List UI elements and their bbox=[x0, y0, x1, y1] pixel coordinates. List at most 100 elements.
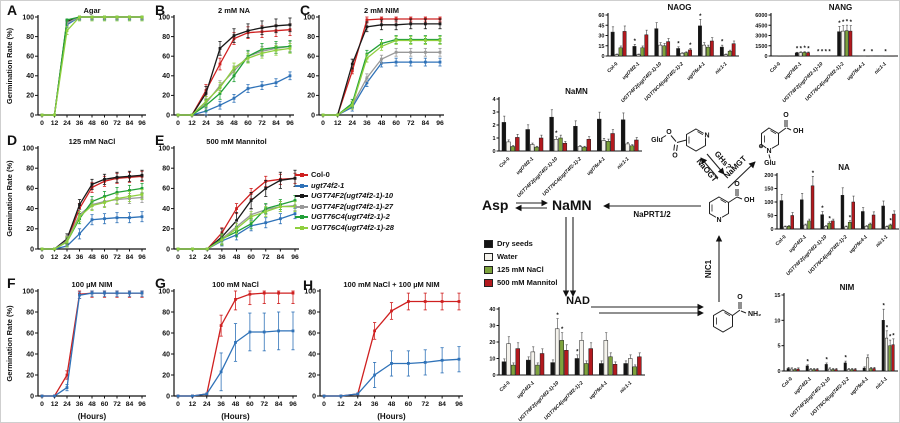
atom-o: O bbox=[783, 112, 789, 119]
svg-text:36: 36 bbox=[76, 120, 84, 127]
legend-swatch-74f2-10 bbox=[295, 194, 308, 199]
structure-nicotinamide: O NH₂ bbox=[713, 294, 761, 333]
svg-text:*: * bbox=[689, 43, 692, 49]
svg-text:48: 48 bbox=[388, 401, 396, 408]
svg-text:nic1-1: nic1-1 bbox=[873, 61, 888, 76]
svg-text:*: * bbox=[796, 47, 799, 53]
svg-text:*: * bbox=[825, 50, 828, 56]
svg-text:80: 80 bbox=[162, 34, 170, 41]
line-chart-2mm-nim: 0 20 40 60 80 100 0 12 24 36 48 60 72 84 96 2 mM NIM bbox=[303, 6, 444, 127]
svg-text:ugt74f2-1: ugt74f2-1 bbox=[516, 380, 536, 400]
svg-text:(Hours): (Hours) bbox=[377, 412, 406, 421]
svg-text:100 mM NaCl: 100 mM NaCl bbox=[212, 280, 259, 289]
svg-text:84: 84 bbox=[275, 401, 283, 408]
svg-text:nic1-1: nic1-1 bbox=[616, 156, 631, 171]
panel-letter-h: H bbox=[303, 277, 314, 293]
svg-text:60: 60 bbox=[247, 254, 255, 261]
line-chart-2mm-na: 0 20 40 60 80 100 0 12 24 36 48 60 72 84 96 2 mM NA bbox=[158, 6, 294, 127]
svg-text:*: * bbox=[556, 313, 559, 319]
svg-text:12: 12 bbox=[334, 120, 342, 127]
pathway-node-asp: Asp bbox=[482, 197, 509, 213]
legend-label: UGT74F2(ugt74f2-1)-10 bbox=[311, 191, 394, 200]
svg-text:*: * bbox=[555, 131, 558, 137]
svg-text:3: 3 bbox=[492, 110, 495, 116]
svg-text:40: 40 bbox=[162, 206, 170, 213]
svg-text:(Hours): (Hours) bbox=[78, 412, 107, 421]
legend-swatch-water bbox=[484, 252, 493, 261]
svg-text:UGT76C4(ugt74f2-1)-2: UGT76C4(ugt74f2-1)-2 bbox=[810, 376, 852, 418]
svg-text:100 µM NIM: 100 µM NIM bbox=[72, 280, 113, 289]
svg-text:4500: 4500 bbox=[755, 23, 767, 29]
svg-text:72: 72 bbox=[258, 120, 266, 127]
svg-text:100: 100 bbox=[764, 200, 773, 206]
svg-text:40: 40 bbox=[308, 351, 316, 358]
svg-text:2 mM NIM: 2 mM NIM bbox=[364, 6, 399, 15]
panel-letter-f: F bbox=[7, 275, 16, 291]
svg-text:100: 100 bbox=[22, 288, 34, 295]
svg-text:60: 60 bbox=[101, 254, 109, 261]
svg-text:36: 36 bbox=[371, 401, 379, 408]
svg-text:0: 0 bbox=[30, 112, 34, 119]
svg-text:NAOG: NAOG bbox=[668, 3, 692, 12]
svg-text:80: 80 bbox=[26, 309, 34, 316]
svg-text:*: * bbox=[721, 40, 724, 46]
svg-text:0: 0 bbox=[492, 373, 495, 379]
svg-text:60: 60 bbox=[101, 401, 109, 408]
svg-text:72: 72 bbox=[260, 401, 268, 408]
svg-text:24: 24 bbox=[202, 120, 210, 127]
svg-text:100: 100 bbox=[303, 14, 315, 21]
svg-text:36: 36 bbox=[76, 401, 84, 408]
structure-naog: Glu O O N bbox=[651, 128, 710, 160]
svg-text:Col-0: Col-0 bbox=[498, 156, 511, 169]
svg-text:20: 20 bbox=[162, 93, 170, 100]
svg-text:*: * bbox=[842, 20, 845, 26]
svg-text:*: * bbox=[576, 349, 579, 355]
svg-text:*: * bbox=[884, 50, 887, 56]
legend-label: Dry seeds bbox=[497, 239, 533, 248]
svg-text:40: 40 bbox=[26, 351, 34, 358]
svg-text:2 mM NA: 2 mM NA bbox=[218, 6, 251, 15]
svg-text:*: * bbox=[817, 50, 820, 56]
atom-o: O bbox=[672, 153, 678, 160]
svg-text:ugt76c4-1: ugt76c4-1 bbox=[848, 234, 869, 255]
svg-text:12: 12 bbox=[337, 401, 345, 408]
svg-text:200: 200 bbox=[764, 173, 773, 179]
svg-text:84: 84 bbox=[126, 254, 134, 261]
legend-swatch-dry-seeds bbox=[484, 239, 493, 248]
svg-text:0: 0 bbox=[40, 120, 44, 127]
line-chart-100um-nim: 0 20 40 60 80 100 0 12 24 36 48 60 72 84 96 100 µM NIM (… bbox=[5, 280, 146, 421]
svg-text:100: 100 bbox=[158, 14, 170, 21]
svg-text:100: 100 bbox=[158, 288, 170, 295]
svg-text:96: 96 bbox=[289, 401, 297, 408]
svg-text:45: 45 bbox=[598, 23, 604, 29]
svg-text:NaMN: NaMN bbox=[565, 87, 588, 96]
legend-label: Water bbox=[497, 252, 518, 261]
svg-text:2: 2 bbox=[492, 123, 495, 129]
bar-chart-namn: NaMN 0 1 2 3 4 Col-0 ugt74f2-1UGT74F2(ugt74f2-1… bbox=[492, 87, 642, 199]
atom-o: O bbox=[737, 294, 743, 301]
svg-text:80: 80 bbox=[162, 166, 170, 173]
svg-text:80: 80 bbox=[307, 34, 315, 41]
svg-text:24: 24 bbox=[203, 401, 211, 408]
svg-text:30: 30 bbox=[598, 34, 604, 40]
atom-oh: OH bbox=[744, 197, 755, 204]
svg-text:*: * bbox=[803, 46, 806, 52]
svg-text:24: 24 bbox=[348, 120, 356, 127]
svg-text:72: 72 bbox=[262, 254, 270, 261]
svg-text:84: 84 bbox=[277, 254, 285, 261]
svg-text:500 mM Mannitol: 500 mM Mannitol bbox=[206, 137, 266, 146]
svg-text:40: 40 bbox=[162, 73, 170, 80]
line-legend: Col-0 ugt74f2-1 UGT74F2(ugt74f2-1)-10 UG… bbox=[295, 170, 394, 233]
structure-nang: N ⊕ Glu O OH bbox=[758, 112, 803, 167]
svg-text:Germination Rate (%): Germination Rate (%) bbox=[5, 27, 14, 104]
svg-text:60: 60 bbox=[307, 54, 315, 61]
svg-text:*: * bbox=[634, 39, 637, 45]
svg-text:*: * bbox=[889, 219, 892, 225]
svg-text:96: 96 bbox=[455, 401, 463, 408]
svg-text:12: 12 bbox=[188, 120, 196, 127]
svg-text:ugt76c4-1: ugt76c4-1 bbox=[586, 156, 607, 177]
svg-text:60: 60 bbox=[26, 54, 34, 61]
